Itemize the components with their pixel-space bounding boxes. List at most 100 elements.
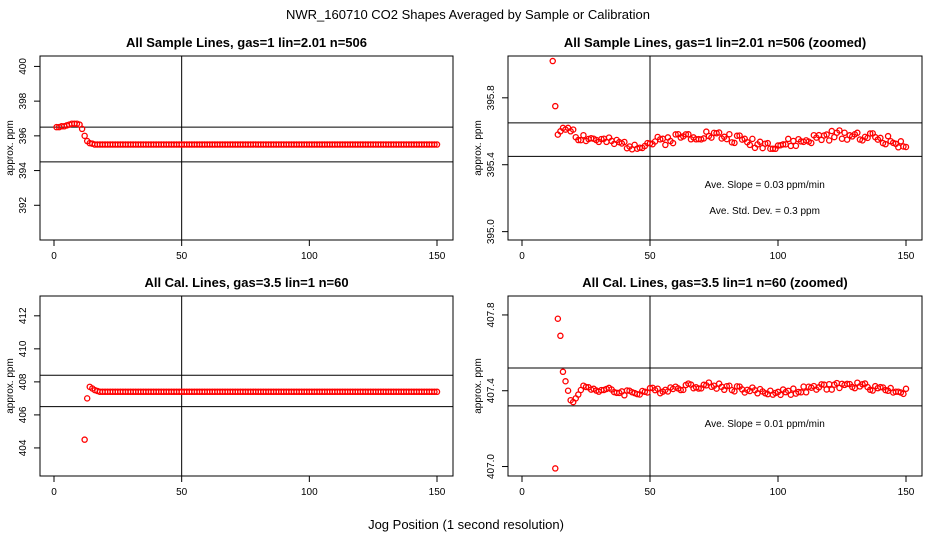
- data-point: [81, 132, 88, 140]
- data-point: [764, 139, 772, 147]
- x-tick-label: 50: [644, 487, 656, 498]
- panel-title: All Sample Lines, gas=1 lin=2.01 n=506: [126, 35, 367, 50]
- data-point: [784, 135, 792, 143]
- y-axis-label: approx. ppm: [473, 120, 484, 176]
- data-point: [552, 465, 559, 472]
- data-point: [575, 136, 582, 144]
- data-point: [715, 129, 723, 136]
- data-point: [800, 383, 807, 390]
- x-tick-label: 150: [429, 487, 446, 498]
- data-point: [695, 385, 702, 392]
- x-tick-label: 150: [429, 251, 446, 262]
- data-point: [633, 390, 641, 398]
- data-point: [854, 129, 861, 137]
- data-point: [882, 140, 889, 148]
- plot-frame: [507, 295, 923, 477]
- panel-1: All Sample Lines, gas=1 lin=2.01 n=506 0 5…: [5, 35, 454, 262]
- y-tick-label: 407.8: [486, 302, 497, 327]
- x-tick-label: 150: [898, 251, 915, 262]
- data-point: [825, 137, 833, 144]
- data-point: [790, 385, 797, 392]
- data-point: [677, 386, 684, 394]
- data-point: [746, 141, 754, 149]
- data-point: [433, 388, 441, 396]
- y-tick-label: 404: [18, 439, 29, 456]
- data-point: [726, 130, 733, 138]
- data-point: [877, 134, 884, 142]
- data-point: [700, 381, 708, 389]
- data-point: [708, 134, 715, 141]
- panels: All Sample Lines, gas=1 lin=2.01 n=506 0 5…: [5, 35, 923, 498]
- panel-title: All Sample Lines, gas=1 lin=2.01 n=506 (…: [564, 35, 866, 50]
- data-point: [866, 130, 874, 137]
- data-point: [836, 127, 843, 134]
- data-point: [769, 145, 777, 153]
- data-point: [672, 131, 679, 138]
- data-point: [549, 57, 556, 65]
- plot-frame: [39, 295, 454, 477]
- x-axis-label: Jog Position (1 second resolution): [368, 517, 564, 532]
- annotation: Ave. Slope = 0.01 ppm/min: [705, 419, 825, 430]
- y-tick-label: 406: [18, 406, 29, 423]
- data-point: [761, 140, 769, 148]
- plot-frame: [507, 55, 923, 241]
- y-axis-label: approx. ppm: [473, 358, 484, 414]
- x-tick-label: 0: [519, 487, 525, 498]
- plot-frame: [39, 55, 454, 241]
- data-point: [564, 387, 572, 394]
- panel-3: All Cal. Lines, gas=3.5 lin=1 n=60 0 50 100…: [5, 275, 454, 498]
- annotation: Ave. Std. Dev. = 0.3 ppm: [709, 206, 820, 217]
- panel-4: All Cal. Lines, gas=3.5 lin=1 n=60 (zoom…: [473, 275, 923, 498]
- data-point: [828, 386, 836, 393]
- data-point: [843, 380, 851, 388]
- data-point: [808, 139, 815, 147]
- x-tick-label: 100: [770, 487, 787, 498]
- data-point: [580, 131, 587, 139]
- panel-2: All Sample Lines, gas=1 lin=2.01 n=506 (…: [473, 35, 923, 262]
- data-point: [83, 395, 91, 402]
- x-tick-label: 0: [51, 487, 57, 498]
- data-point: [728, 139, 736, 146]
- y-axis-label: approx. ppm: [5, 120, 16, 176]
- y-tick-label: 412: [18, 307, 29, 324]
- data-point: [431, 388, 438, 396]
- data-point: [669, 139, 677, 147]
- data-point: [700, 135, 708, 142]
- data-point: [554, 315, 562, 322]
- data-point: [823, 131, 830, 138]
- data-point: [828, 127, 836, 135]
- main-title: NWR_160710 CO2 Shapes Averaged by Sample…: [286, 7, 650, 22]
- data-point: [682, 131, 690, 138]
- x-tick-label: 50: [176, 251, 188, 262]
- data-point: [902, 143, 910, 151]
- y-tick-label: 395.0: [486, 219, 497, 244]
- x-tick-label: 50: [176, 487, 188, 498]
- data-point: [557, 332, 564, 340]
- data-point: [656, 136, 664, 143]
- y-tick-label: 392: [18, 197, 29, 214]
- data-point: [825, 380, 833, 388]
- y-tick-label: 410: [18, 340, 29, 357]
- data-point: [902, 385, 910, 393]
- x-tick-label: 50: [644, 251, 656, 262]
- x-tick-label: 100: [301, 487, 318, 498]
- data-point: [841, 129, 848, 137]
- data-point: [723, 382, 731, 390]
- data-point: [81, 436, 88, 443]
- data-point: [731, 388, 738, 395]
- annotation: Ave. Slope = 0.03 ppm/min: [705, 180, 825, 191]
- data-point: [582, 383, 590, 391]
- x-tick-label: 100: [770, 251, 787, 262]
- data-point: [559, 368, 567, 376]
- data-point: [802, 389, 810, 396]
- data-point: [552, 102, 559, 110]
- data-point: [562, 378, 569, 385]
- panel-title: All Cal. Lines, gas=3.5 lin=1 n=60: [144, 275, 348, 290]
- data-point: [818, 381, 825, 388]
- data-point: [838, 135, 846, 142]
- data-point: [877, 383, 884, 391]
- x-tick-label: 0: [519, 251, 525, 262]
- y-axis-label: approx. ppm: [5, 358, 16, 414]
- data-point: [731, 139, 738, 147]
